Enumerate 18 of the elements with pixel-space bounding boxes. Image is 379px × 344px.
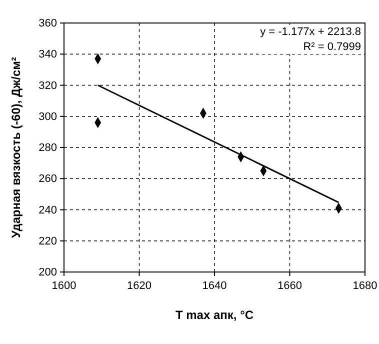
y-tick-label: 220 <box>38 235 57 248</box>
x-tick-label: 1680 <box>352 280 378 292</box>
y-tick-label: 320 <box>38 80 57 92</box>
y-tick-label: 360 <box>38 18 57 30</box>
y-tick-label: 260 <box>38 173 57 186</box>
y-tick-label: 200 <box>38 266 57 279</box>
y-tick-label: 300 <box>38 110 57 123</box>
annotation: R² = 0.7999 <box>303 41 361 53</box>
y-tick-label: 240 <box>38 204 57 216</box>
y-axis-title: Ударная вязкость (-60), Дж/см² <box>9 57 23 238</box>
x-tick-label: 1660 <box>278 280 302 292</box>
x-tick-label: 1600 <box>52 280 76 292</box>
annotation: y = -1.177x + 2213.8 <box>260 26 361 38</box>
y-tick-label: 280 <box>38 142 57 154</box>
x-tick-label: 1640 <box>202 280 227 292</box>
x-axis-title: T max апк, °C <box>175 308 254 322</box>
x-tick-label: 1620 <box>127 280 152 292</box>
y-tick-label: 340 <box>38 48 57 61</box>
